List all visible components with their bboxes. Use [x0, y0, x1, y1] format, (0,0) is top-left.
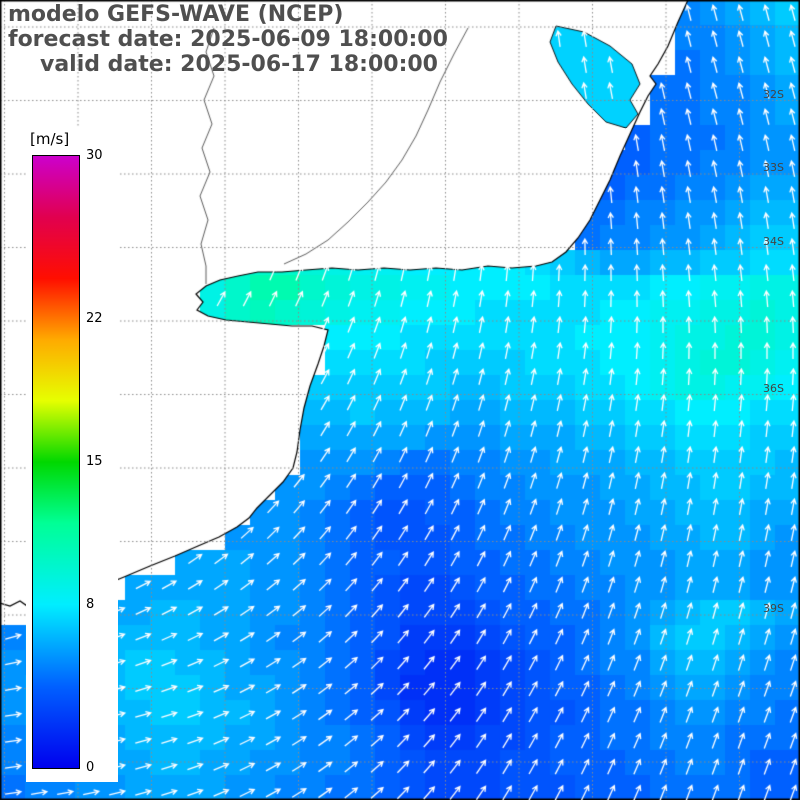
latitude-label: 39S — [763, 602, 784, 615]
colorbar: [m/s] 30 22 15 8 0 — [26, 128, 118, 782]
colorbar-unit-label: [m/s] — [30, 130, 70, 148]
colorbar-tick-label: 8 — [86, 596, 95, 612]
model-title: modelo GEFS-WAVE (NCEP) — [8, 2, 344, 27]
latitude-label: 36S — [763, 381, 784, 395]
colorbar-gradient — [32, 155, 80, 769]
colorbar-tick-label: 30 — [86, 148, 103, 163]
latitude-label: 34S — [763, 234, 784, 248]
valid-date: valid date: 2025-06-17 18:00:00 — [40, 52, 438, 77]
colorbar-tick-label: 15 — [86, 454, 103, 469]
latitude-label: 32S — [763, 87, 784, 101]
colorbar-tick-label: 0 — [86, 760, 95, 775]
latitude-label: 33S — [763, 161, 784, 174]
colorbar-tick-label: 22 — [86, 311, 103, 327]
forecast-date: forecast date: 2025-06-09 18:00:00 — [8, 27, 448, 52]
